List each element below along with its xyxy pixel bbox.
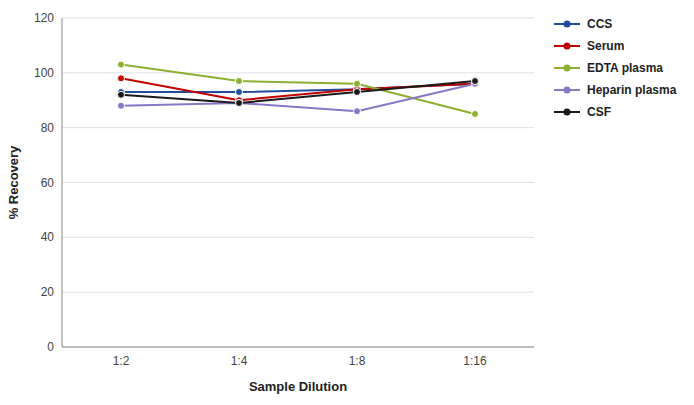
grid-line [62, 347, 534, 348]
data-point [354, 80, 361, 87]
y-tick-label: 0 [47, 340, 54, 354]
series [118, 78, 479, 107]
data-point [472, 110, 479, 117]
x-tick-label: 1:8 [349, 354, 366, 368]
axes: 0 20 40 60 80 100 120 1:2 1:4 1:8 1:16 [34, 11, 534, 368]
x-tick-label: 1:16 [463, 354, 487, 368]
series [118, 80, 479, 114]
grid-line [62, 292, 534, 293]
y-tick-label: 80 [41, 121, 55, 135]
legend-label: Heparin plasma [587, 83, 677, 97]
x-axis-line [62, 347, 534, 348]
series-line [121, 65, 475, 114]
data-point [118, 91, 125, 98]
y-tick-label: 60 [41, 176, 55, 190]
legend-label: EDTA plasma [587, 61, 663, 75]
x-axis-title: Sample Dilution [249, 379, 347, 394]
series [118, 75, 479, 104]
data-point [118, 75, 125, 82]
y-tick-label: 120 [34, 11, 54, 25]
grid-line [62, 18, 534, 19]
legend-marker [564, 65, 571, 72]
y-tick-label: 40 [41, 230, 55, 244]
legend-label: Serum [587, 39, 624, 53]
y-axis-line [62, 18, 63, 347]
series-line [121, 81, 475, 103]
data-point [354, 108, 361, 115]
y-tick-label: 100 [34, 66, 54, 80]
data-point [354, 89, 361, 96]
series [118, 61, 479, 117]
legend-marker [564, 87, 571, 94]
legend-marker [564, 21, 571, 28]
legend: CCS Serum EDTA plasma Heparin plasma CSF [554, 17, 677, 119]
grid-line [62, 127, 534, 128]
plot-area [118, 61, 479, 117]
legend-marker [564, 109, 571, 116]
grid-line [62, 237, 534, 238]
legend-label: CSF [587, 105, 611, 119]
chart: 0 20 40 60 80 100 120 1:2 1:4 1:8 1:16 Sample Dilut… [0, 0, 694, 405]
data-point [118, 102, 125, 109]
legend-marker [564, 43, 571, 50]
y-tick-label: 20 [41, 285, 55, 299]
data-point [118, 61, 125, 68]
grid-line [62, 182, 534, 183]
x-tick-label: 1:2 [113, 354, 130, 368]
data-point [236, 89, 243, 96]
y-axis-title: % Recovery [6, 145, 21, 219]
data-point [236, 99, 243, 106]
x-tick-label: 1:4 [231, 354, 248, 368]
data-point [236, 99, 243, 106]
grid-line [62, 72, 534, 73]
data-point [236, 78, 243, 85]
legend-label: CCS [587, 17, 612, 31]
data-point [472, 78, 479, 85]
